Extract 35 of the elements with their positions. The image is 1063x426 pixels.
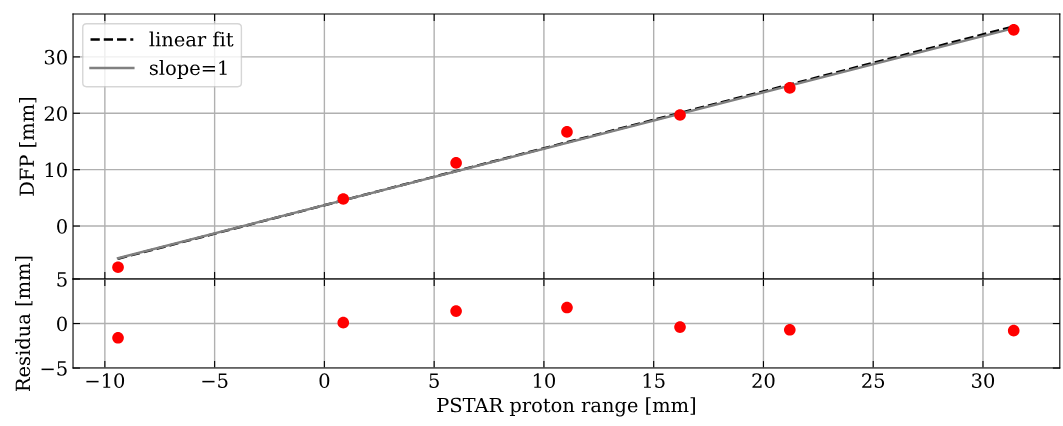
x-tick-label: 20 xyxy=(752,373,775,388)
point xyxy=(783,82,796,94)
point xyxy=(674,109,686,121)
point xyxy=(561,126,573,138)
y-tick-label: 5 xyxy=(57,272,67,287)
legend-label: slope=1 xyxy=(149,60,227,79)
point xyxy=(450,157,462,169)
y-axis-title: Residua [mm] xyxy=(15,256,33,392)
y-tick-label: −5 xyxy=(41,361,67,376)
point xyxy=(112,331,124,344)
point xyxy=(783,323,796,336)
y-axis-title: DFP [mm] xyxy=(19,98,37,196)
x-tick-label: 25 xyxy=(862,373,885,388)
point xyxy=(1007,24,1020,36)
point xyxy=(337,193,350,205)
x-tick-label: −5 xyxy=(202,373,228,388)
x-axis-title: PSTAR proton range [mm] xyxy=(437,397,695,417)
x-tick-label: 5 xyxy=(429,373,439,388)
x-tick-label: 0 xyxy=(319,373,330,388)
legend-label: linear fit xyxy=(149,31,234,47)
x-tick-label: 10 xyxy=(533,373,555,388)
point xyxy=(1007,324,1020,337)
x-tick-label: 15 xyxy=(643,373,665,388)
point xyxy=(674,321,686,333)
x-tick-label: 30 xyxy=(972,373,995,388)
point xyxy=(450,305,462,317)
point xyxy=(337,316,350,329)
point xyxy=(112,261,124,273)
y-tick-label: 20 xyxy=(44,106,67,121)
x-tick-label: −10 xyxy=(86,373,125,388)
y-tick-label: 0 xyxy=(57,316,67,332)
y-tick-label: 30 xyxy=(44,49,67,65)
y-tick-label: 10 xyxy=(45,162,67,178)
point xyxy=(561,301,573,314)
y-tick-label: 0 xyxy=(57,218,67,234)
